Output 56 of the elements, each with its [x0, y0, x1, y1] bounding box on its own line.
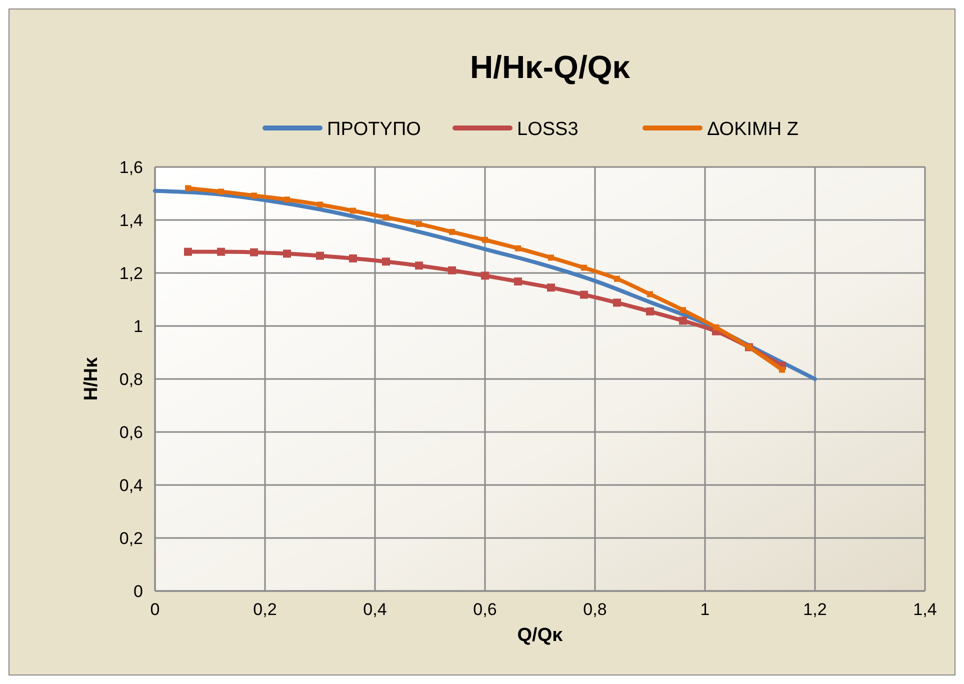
point	[482, 236, 488, 243]
point	[284, 196, 290, 203]
point	[251, 192, 257, 199]
x-tick-label: 1,2	[803, 600, 827, 619]
y-tick-label: 1,2	[119, 264, 143, 283]
point	[613, 298, 621, 307]
point	[680, 307, 686, 314]
point	[647, 291, 653, 298]
x-tick-label: 0,4	[363, 600, 387, 619]
point	[515, 245, 521, 252]
legend-label: LOSS3	[517, 119, 578, 140]
point	[317, 202, 323, 208]
point	[349, 254, 357, 262]
point	[481, 272, 489, 280]
point	[383, 214, 389, 220]
point	[350, 208, 356, 214]
x-tick-label: 0,2	[253, 600, 277, 619]
legend-label: ΔΟΚΙΜΗ Ζ	[707, 119, 799, 140]
point	[679, 316, 687, 325]
point	[548, 254, 554, 261]
y-tick-label: 1,6	[119, 158, 143, 177]
point	[250, 248, 258, 256]
chart-title: H/Hκ-Q/Qκ	[470, 49, 630, 85]
point	[547, 284, 555, 292]
x-tick-label: 0	[150, 600, 160, 619]
point	[448, 266, 456, 274]
point	[382, 258, 390, 266]
point	[217, 248, 225, 256]
x-axis-title: Q/Qκ	[517, 625, 564, 646]
point	[514, 277, 522, 286]
x-tick-label: 0,8	[583, 600, 607, 619]
point	[283, 250, 291, 258]
point	[449, 228, 455, 235]
point	[713, 324, 719, 330]
y-tick-label: 0	[134, 582, 143, 601]
x-tick-label: 0,6	[473, 600, 497, 619]
point	[581, 264, 587, 271]
y-tick-label: 0,2	[119, 529, 143, 548]
point	[316, 252, 324, 260]
y-axis-title: H/Hκ	[81, 356, 102, 401]
y-tick-label: 1	[134, 317, 143, 336]
point	[580, 290, 588, 299]
point	[185, 185, 191, 192]
x-tick-label: 1,4	[913, 600, 937, 619]
point	[415, 262, 423, 270]
y-tick-label: 0,8	[119, 370, 143, 389]
point	[416, 220, 422, 227]
point	[779, 366, 785, 373]
y-tick-label: 1,4	[119, 211, 143, 230]
y-tick-label: 0,6	[119, 423, 143, 442]
point	[646, 307, 654, 316]
point	[614, 276, 620, 282]
y-tick-label: 0,4	[119, 476, 143, 495]
point	[184, 248, 192, 256]
x-tick-label: 1	[700, 600, 710, 619]
legend-label: ΠΡΟΤΥΠΟ	[327, 119, 421, 140]
